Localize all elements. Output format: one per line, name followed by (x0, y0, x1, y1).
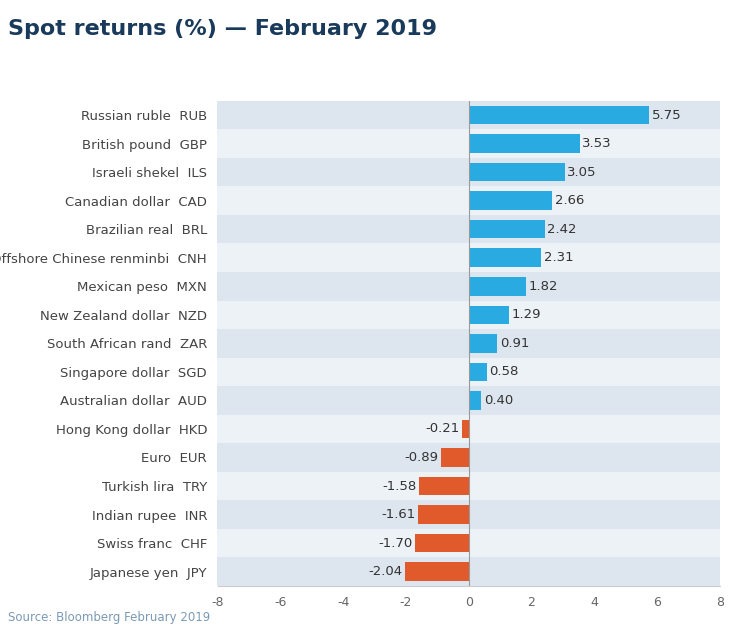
Bar (217, 529, 720, 558)
Bar (469, 192, 552, 210)
Text: 2.66: 2.66 (555, 194, 584, 207)
Bar (469, 363, 487, 381)
Bar (217, 101, 720, 129)
Text: 1.82: 1.82 (529, 280, 558, 293)
Bar (217, 186, 720, 215)
Text: 2.42: 2.42 (548, 223, 577, 236)
Bar (217, 329, 720, 358)
Bar (469, 134, 580, 153)
Text: 0.40: 0.40 (484, 394, 513, 407)
Bar (469, 277, 526, 295)
Bar (217, 129, 720, 158)
Bar (469, 220, 544, 239)
Bar (217, 358, 720, 386)
Text: 2.31: 2.31 (544, 251, 574, 264)
Text: Source: Bloomberg February 2019: Source: Bloomberg February 2019 (8, 610, 210, 624)
Bar (469, 106, 650, 124)
Bar (217, 272, 720, 301)
Text: 1.29: 1.29 (512, 308, 542, 321)
Bar (217, 444, 720, 472)
Bar (217, 500, 720, 529)
Bar (419, 505, 469, 524)
Bar (441, 448, 469, 467)
Text: Spot returns (%) — February 2019: Spot returns (%) — February 2019 (8, 19, 436, 39)
Text: 3.05: 3.05 (567, 166, 596, 179)
Bar (462, 420, 469, 438)
Text: -0.89: -0.89 (404, 451, 438, 464)
Bar (469, 248, 542, 267)
Text: 0.91: 0.91 (500, 337, 530, 350)
Bar (217, 301, 720, 329)
Bar (469, 391, 482, 410)
Text: 5.75: 5.75 (652, 108, 682, 122)
Bar (217, 415, 720, 444)
Bar (469, 306, 509, 324)
Text: -0.21: -0.21 (425, 423, 460, 435)
Bar (416, 534, 469, 553)
Bar (217, 386, 720, 415)
Bar (217, 158, 720, 186)
Text: 0.58: 0.58 (490, 365, 519, 379)
Text: -2.04: -2.04 (368, 565, 402, 578)
Bar (405, 563, 469, 581)
Bar (217, 472, 720, 500)
Bar (217, 243, 720, 272)
Bar (419, 477, 469, 495)
Text: -1.58: -1.58 (382, 479, 416, 493)
Text: -1.61: -1.61 (382, 508, 416, 521)
Bar (469, 334, 497, 353)
Text: -1.70: -1.70 (379, 537, 412, 549)
Bar (217, 215, 720, 243)
Bar (217, 558, 720, 586)
Text: 3.53: 3.53 (582, 137, 612, 150)
Bar (469, 163, 565, 181)
